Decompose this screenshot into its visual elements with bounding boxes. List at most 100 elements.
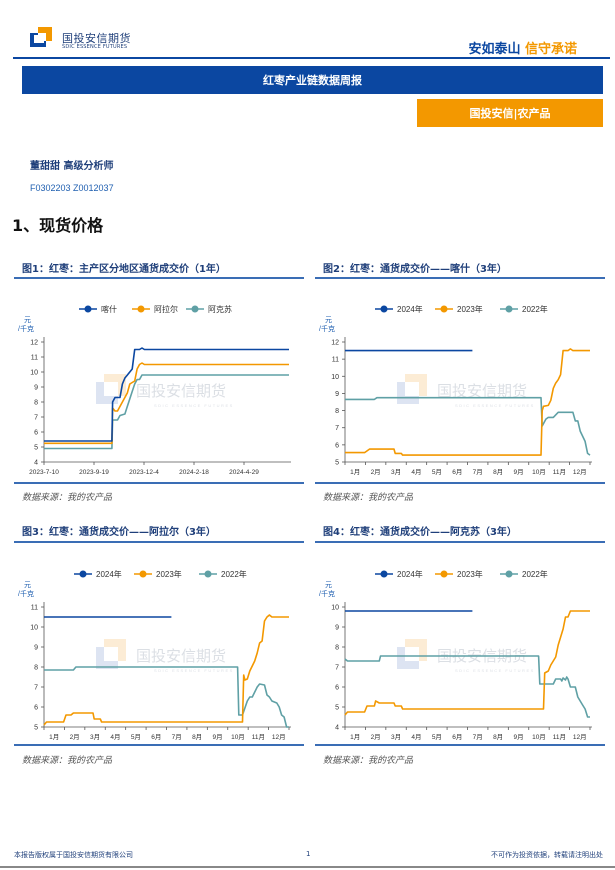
svg-text:/千克: /千克 [18,324,34,333]
svg-text:11: 11 [31,605,38,612]
logo-text-cn: 国投安信期货 [62,32,131,45]
series-line [345,348,590,456]
analyst-name: 董甜甜 高级分析师 [30,161,114,172]
svg-text:6: 6 [335,442,339,449]
slogan: 安如泰山 信守承诺 [468,38,577,57]
figure-1-rule [14,277,304,279]
page-number: 1 [306,850,311,858]
watermark: 国投安信期货 SDIC ESSENCE FUTURES [397,374,533,408]
svg-text:/千克: /千克 [319,589,335,598]
svg-text:元: 元 [325,316,332,324]
svg-text:喀什: 喀什 [101,304,117,314]
svg-text:2023-7-10: 2023-7-10 [29,469,59,476]
legend-marker-icon [380,305,388,313]
legend-item: 2024年 [74,569,122,579]
legend-item: 2022年 [199,569,247,579]
svg-text:4: 4 [34,460,38,467]
svg-text:6: 6 [34,430,38,437]
legend-marker-icon [191,305,199,313]
svg-text:4月: 4月 [411,468,421,476]
legend-marker-icon [505,570,513,578]
svg-text:11月: 11月 [252,733,265,741]
footer-divider [0,866,615,868]
svg-text:2月: 2月 [70,733,80,741]
svg-text:11: 11 [31,355,38,362]
svg-text:8月: 8月 [493,468,503,476]
svg-text:2024年: 2024年 [397,304,423,314]
svg-text:6月: 6月 [452,733,462,741]
svg-text:12月: 12月 [573,468,587,476]
svg-text:9: 9 [34,385,38,392]
svg-text:7: 7 [34,685,38,692]
figure-4-source: 数据来源：我的农产品 [323,756,414,766]
slogan-part-a: 安如泰山 [468,42,521,57]
svg-text:6: 6 [335,685,339,692]
svg-text:2022年: 2022年 [522,569,548,579]
svg-text:12月: 12月 [272,733,286,741]
series-line [344,610,590,716]
svg-text:7月: 7月 [473,733,483,741]
watermark: 国投安信期货 SDIC ESSENCE FUTURES [96,639,234,673]
svg-text:3月: 3月 [391,468,401,476]
series-line [44,347,289,442]
svg-text:10: 10 [331,605,339,612]
watermark: 国投安信期货 SDIC ESSENCE FUTURES [96,374,232,408]
legend-item: 阿拉尔 [132,304,178,314]
svg-text:4月: 4月 [411,733,421,741]
svg-text:国投安信期货: 国投安信期货 [437,383,527,400]
legend-item: 2023年 [134,569,182,579]
svg-text:8月: 8月 [493,733,503,741]
svg-text:6月: 6月 [452,468,462,476]
legend-item: 2023年 [435,569,483,579]
legend-item: 阿克苏 [186,304,232,314]
svg-text:2024年: 2024年 [96,569,122,579]
svg-text:9: 9 [34,645,38,652]
category-tag: 国投安信|农产品 [417,99,603,127]
svg-text:SDIC ESSENCE FUTURES: SDIC ESSENCE FUTURES [154,668,234,673]
svg-text:10: 10 [331,374,339,381]
svg-text:7: 7 [335,425,339,432]
svg-text:国投安信期货: 国投安信期货 [136,383,226,400]
figure-3-source: 数据来源：我的农产品 [22,756,113,766]
category-tag-label: 国投安信|农产品 [469,107,551,120]
svg-text:2023年: 2023年 [457,304,483,314]
svg-text:3月: 3月 [90,733,100,741]
svg-text:/千克: /千克 [18,589,34,598]
svg-text:7月: 7月 [473,468,483,476]
figure-2-source: 数据来源：我的农产品 [323,493,414,503]
series-line [43,614,289,726]
svg-text:8: 8 [34,665,38,672]
svg-text:元: 元 [24,316,31,324]
svg-text:1月: 1月 [49,733,59,741]
section-heading: 1、现货价格 [12,216,104,235]
svg-text:10月: 10月 [231,733,245,741]
figure-2-bottom-rule [315,482,605,484]
svg-text:9月: 9月 [212,733,222,741]
svg-text:SDIC ESSENCE FUTURES: SDIC ESSENCE FUTURES [455,668,535,673]
svg-text:11: 11 [332,357,339,364]
svg-text:5: 5 [335,460,339,467]
figure-2-title: 图2：红枣：通货成交价——喀什（3年） [323,264,507,275]
figure-2-rule [315,277,605,279]
svg-text:10: 10 [30,370,38,377]
svg-text:/千克: /千克 [319,324,335,333]
svg-text:11月: 11月 [553,468,566,476]
svg-text:3月: 3月 [391,733,401,741]
legend-marker-icon [204,570,212,578]
legend-item: 2022年 [500,569,548,579]
svg-text:2023年: 2023年 [457,569,483,579]
svg-text:5: 5 [34,445,38,452]
svg-text:9: 9 [335,625,339,632]
svg-text:6月: 6月 [151,733,161,741]
legend-item: 2023年 [435,304,483,314]
svg-text:12: 12 [331,340,339,347]
report-title-bar: 红枣产业链数据周报 [22,66,603,94]
svg-text:2023年: 2023年 [156,569,182,579]
figure-3-rule [14,541,304,543]
svg-text:5月: 5月 [432,733,442,741]
legend-marker-icon [137,305,145,313]
series-line [345,396,591,456]
